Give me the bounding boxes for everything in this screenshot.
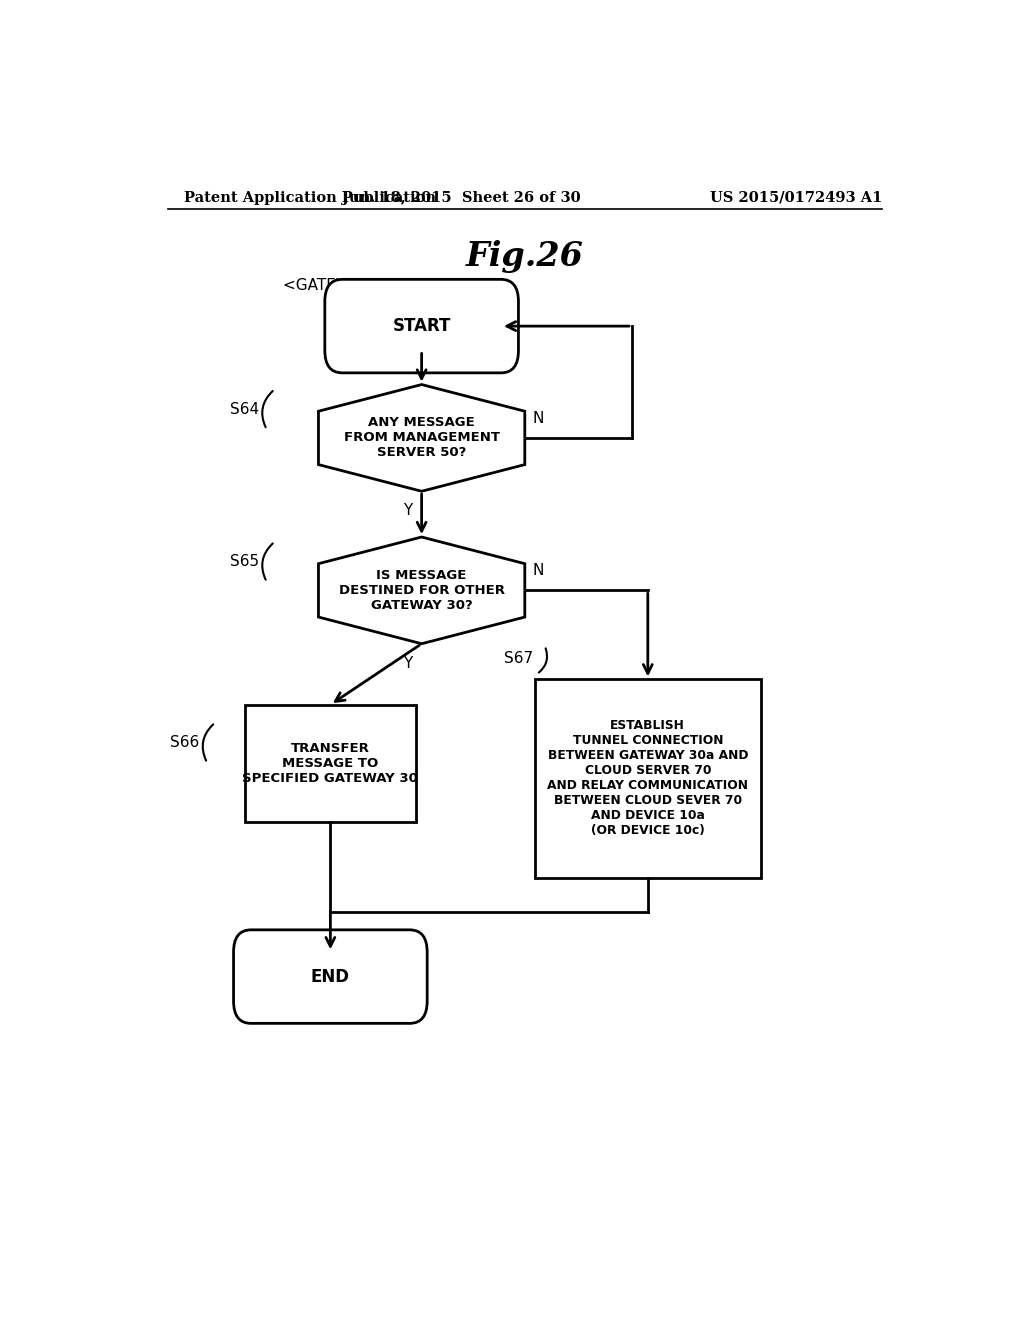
Text: Y: Y <box>402 656 412 671</box>
FancyBboxPatch shape <box>233 929 427 1023</box>
Text: Patent Application Publication: Patent Application Publication <box>183 191 435 205</box>
FancyBboxPatch shape <box>325 280 518 372</box>
Bar <box>535 680 761 878</box>
Text: Y: Y <box>402 503 412 519</box>
Text: TRANSFER
MESSAGE TO
SPECIFIED GATEWAY 30: TRANSFER MESSAGE TO SPECIFIED GATEWAY 30 <box>243 742 419 784</box>
Text: IS MESSAGE
DESTINED FOR OTHER
GATEWAY 30?: IS MESSAGE DESTINED FOR OTHER GATEWAY 30… <box>339 569 505 612</box>
Polygon shape <box>318 537 524 644</box>
Text: S67: S67 <box>504 652 532 667</box>
Text: Fig.26: Fig.26 <box>466 240 584 273</box>
Text: START: START <box>392 317 451 335</box>
Text: US 2015/0172493 A1: US 2015/0172493 A1 <box>710 191 882 205</box>
Text: S65: S65 <box>229 554 259 569</box>
Bar <box>245 705 416 821</box>
Text: S66: S66 <box>170 735 200 750</box>
Text: ESTABLISH
TUNNEL CONNECTION
BETWEEN GATEWAY 30a AND
CLOUD SERVER 70
AND RELAY CO: ESTABLISH TUNNEL CONNECTION BETWEEN GATE… <box>547 719 749 837</box>
Text: N: N <box>532 564 544 578</box>
Text: ANY MESSAGE
FROM MANAGEMENT
SERVER 50?: ANY MESSAGE FROM MANAGEMENT SERVER 50? <box>344 416 500 459</box>
Text: <GATEWAY  30a>: <GATEWAY 30a> <box>283 279 420 293</box>
Polygon shape <box>318 384 524 491</box>
Text: END: END <box>311 968 350 986</box>
Text: N: N <box>532 411 544 426</box>
Text: Jun. 18, 2015  Sheet 26 of 30: Jun. 18, 2015 Sheet 26 of 30 <box>342 191 581 205</box>
Text: S64: S64 <box>229 403 259 417</box>
